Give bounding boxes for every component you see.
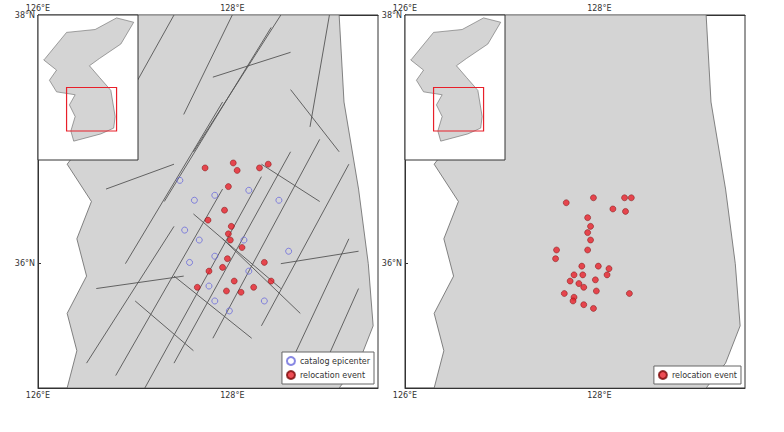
svg-text:relocation event: relocation event	[300, 371, 365, 380]
svg-text:relocation event: relocation event	[672, 371, 737, 380]
svg-text:126°E: 126°E	[393, 391, 417, 400]
svg-text:38°N: 38°N	[381, 10, 402, 20]
svg-text:126°E: 126°E	[393, 4, 417, 13]
svg-text:126°E: 126°E	[26, 391, 50, 400]
svg-text:38°N: 38°N	[14, 10, 35, 20]
svg-text:catalog epicenter: catalog epicenter	[300, 357, 371, 366]
svg-text:36°N: 36°N	[382, 259, 402, 268]
svg-text:128°E: 128°E	[220, 391, 244, 400]
svg-text:128°E: 128°E	[587, 4, 611, 13]
svg-text:128°E: 128°E	[587, 391, 611, 400]
svg-text:126°E: 126°E	[26, 4, 50, 13]
svg-text:128°E: 128°E	[220, 4, 244, 13]
svg-text:36°N: 36°N	[15, 259, 35, 268]
